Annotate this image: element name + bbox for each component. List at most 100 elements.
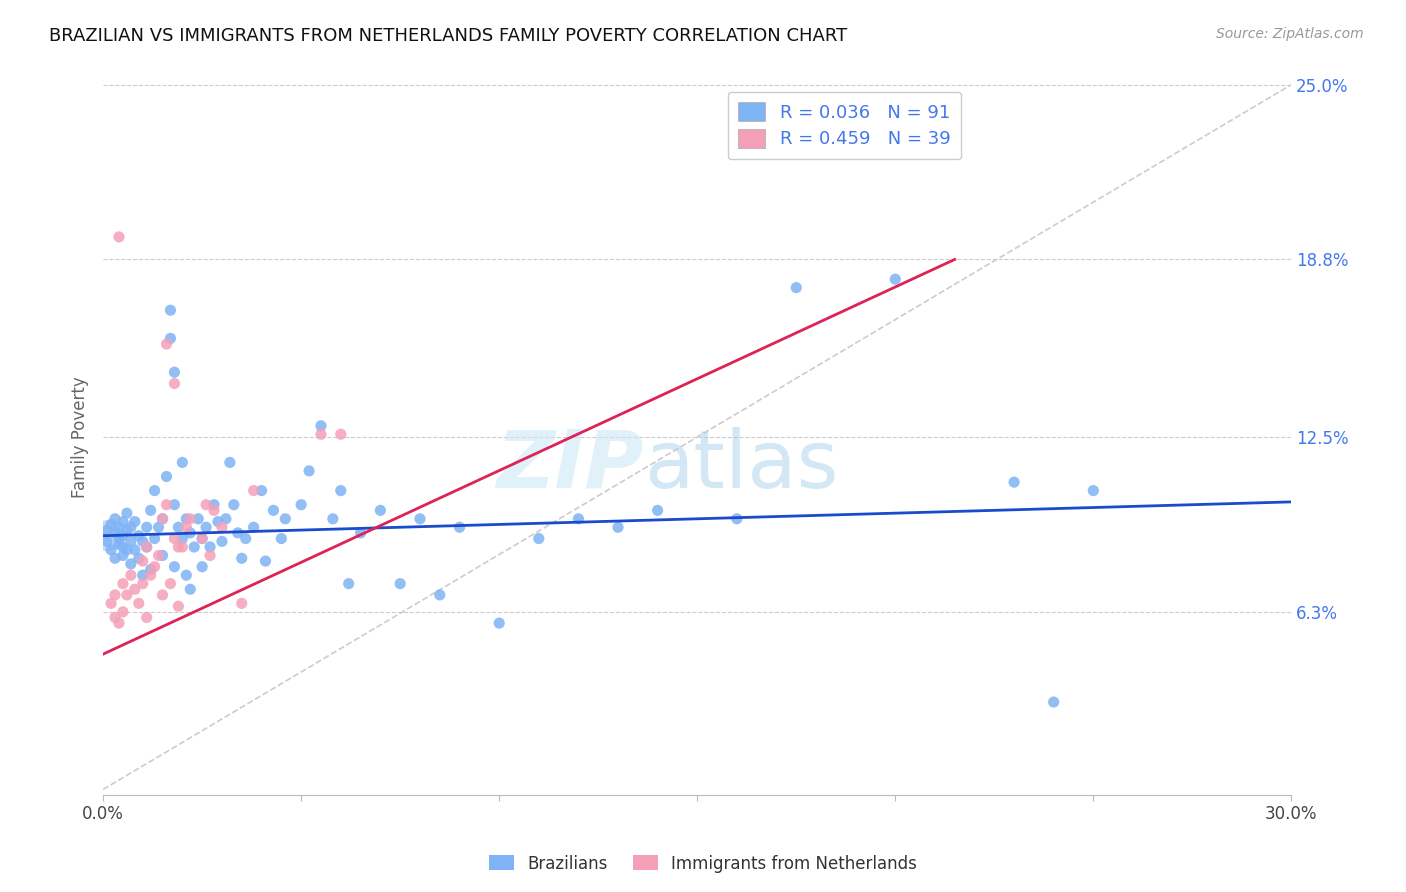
Point <box>647 503 669 517</box>
Point <box>155 469 177 483</box>
Point <box>143 559 166 574</box>
Point <box>108 532 131 546</box>
Point <box>242 483 264 498</box>
Point <box>108 616 131 631</box>
Point <box>231 596 253 610</box>
Point <box>449 520 471 534</box>
Point <box>135 540 157 554</box>
Point <box>111 540 134 554</box>
Point <box>176 520 198 534</box>
Point <box>337 576 360 591</box>
Point <box>163 498 186 512</box>
Point <box>884 272 907 286</box>
Point <box>139 562 162 576</box>
Point <box>124 542 146 557</box>
Point <box>254 554 277 568</box>
Point <box>1042 695 1064 709</box>
Point <box>179 512 201 526</box>
Point <box>143 483 166 498</box>
Point <box>111 549 134 563</box>
Point <box>143 532 166 546</box>
Point <box>176 568 198 582</box>
Point <box>167 540 190 554</box>
Point <box>163 365 186 379</box>
Point <box>100 596 122 610</box>
Point <box>135 610 157 624</box>
Point <box>124 515 146 529</box>
Point <box>607 520 630 534</box>
Point <box>172 540 194 554</box>
Text: ZIP: ZIP <box>496 426 644 505</box>
Point <box>322 512 344 526</box>
Point <box>290 498 312 512</box>
Point <box>100 517 122 532</box>
Point <box>785 280 807 294</box>
Point <box>96 523 118 537</box>
Point <box>163 532 186 546</box>
Legend: R = 0.036   N = 91, R = 0.459   N = 39: R = 0.036 N = 91, R = 0.459 N = 39 <box>727 92 962 160</box>
Point <box>195 520 218 534</box>
Point <box>242 520 264 534</box>
Point <box>429 588 451 602</box>
Point <box>409 512 432 526</box>
Point <box>195 498 218 512</box>
Point <box>115 506 138 520</box>
Point <box>167 520 190 534</box>
Point <box>329 427 352 442</box>
Point <box>222 498 245 512</box>
Point <box>135 540 157 554</box>
Point <box>187 512 209 526</box>
Point <box>108 520 131 534</box>
Point <box>183 540 205 554</box>
Point <box>139 568 162 582</box>
Point <box>120 568 142 582</box>
Point <box>198 549 221 563</box>
Point <box>120 557 142 571</box>
Point <box>104 610 127 624</box>
Point <box>191 532 214 546</box>
Point <box>100 542 122 557</box>
Point <box>111 605 134 619</box>
Point <box>120 534 142 549</box>
Point <box>370 503 392 517</box>
Point <box>159 576 181 591</box>
Point <box>115 542 138 557</box>
Point <box>108 230 131 244</box>
Point <box>148 549 170 563</box>
Point <box>270 532 292 546</box>
Text: atlas: atlas <box>644 426 838 505</box>
Point <box>176 512 198 526</box>
Point <box>298 464 321 478</box>
Text: Source: ZipAtlas.com: Source: ZipAtlas.com <box>1216 27 1364 41</box>
Point <box>250 483 273 498</box>
Legend: Brazilians, Immigrants from Netherlands: Brazilians, Immigrants from Netherlands <box>482 848 924 880</box>
Point <box>132 568 155 582</box>
Y-axis label: Family Poverty: Family Poverty <box>72 376 89 498</box>
Point <box>179 582 201 597</box>
Point <box>211 534 233 549</box>
Point <box>202 498 225 512</box>
Point <box>159 331 181 345</box>
Point <box>108 537 131 551</box>
Point <box>152 588 174 602</box>
Point <box>172 455 194 469</box>
Point <box>104 551 127 566</box>
Point <box>104 512 127 526</box>
Point <box>104 525 127 540</box>
Point <box>172 532 194 546</box>
Point <box>120 520 142 534</box>
Point <box>155 337 177 351</box>
Point <box>329 483 352 498</box>
Point <box>96 534 118 549</box>
Point <box>218 455 240 469</box>
Point <box>349 525 371 540</box>
Point <box>124 582 146 597</box>
Point <box>163 559 186 574</box>
Point <box>111 529 134 543</box>
Point <box>96 529 118 543</box>
Point <box>132 554 155 568</box>
Point <box>179 525 201 540</box>
Point <box>198 540 221 554</box>
Point <box>128 551 150 566</box>
Point <box>725 512 748 526</box>
